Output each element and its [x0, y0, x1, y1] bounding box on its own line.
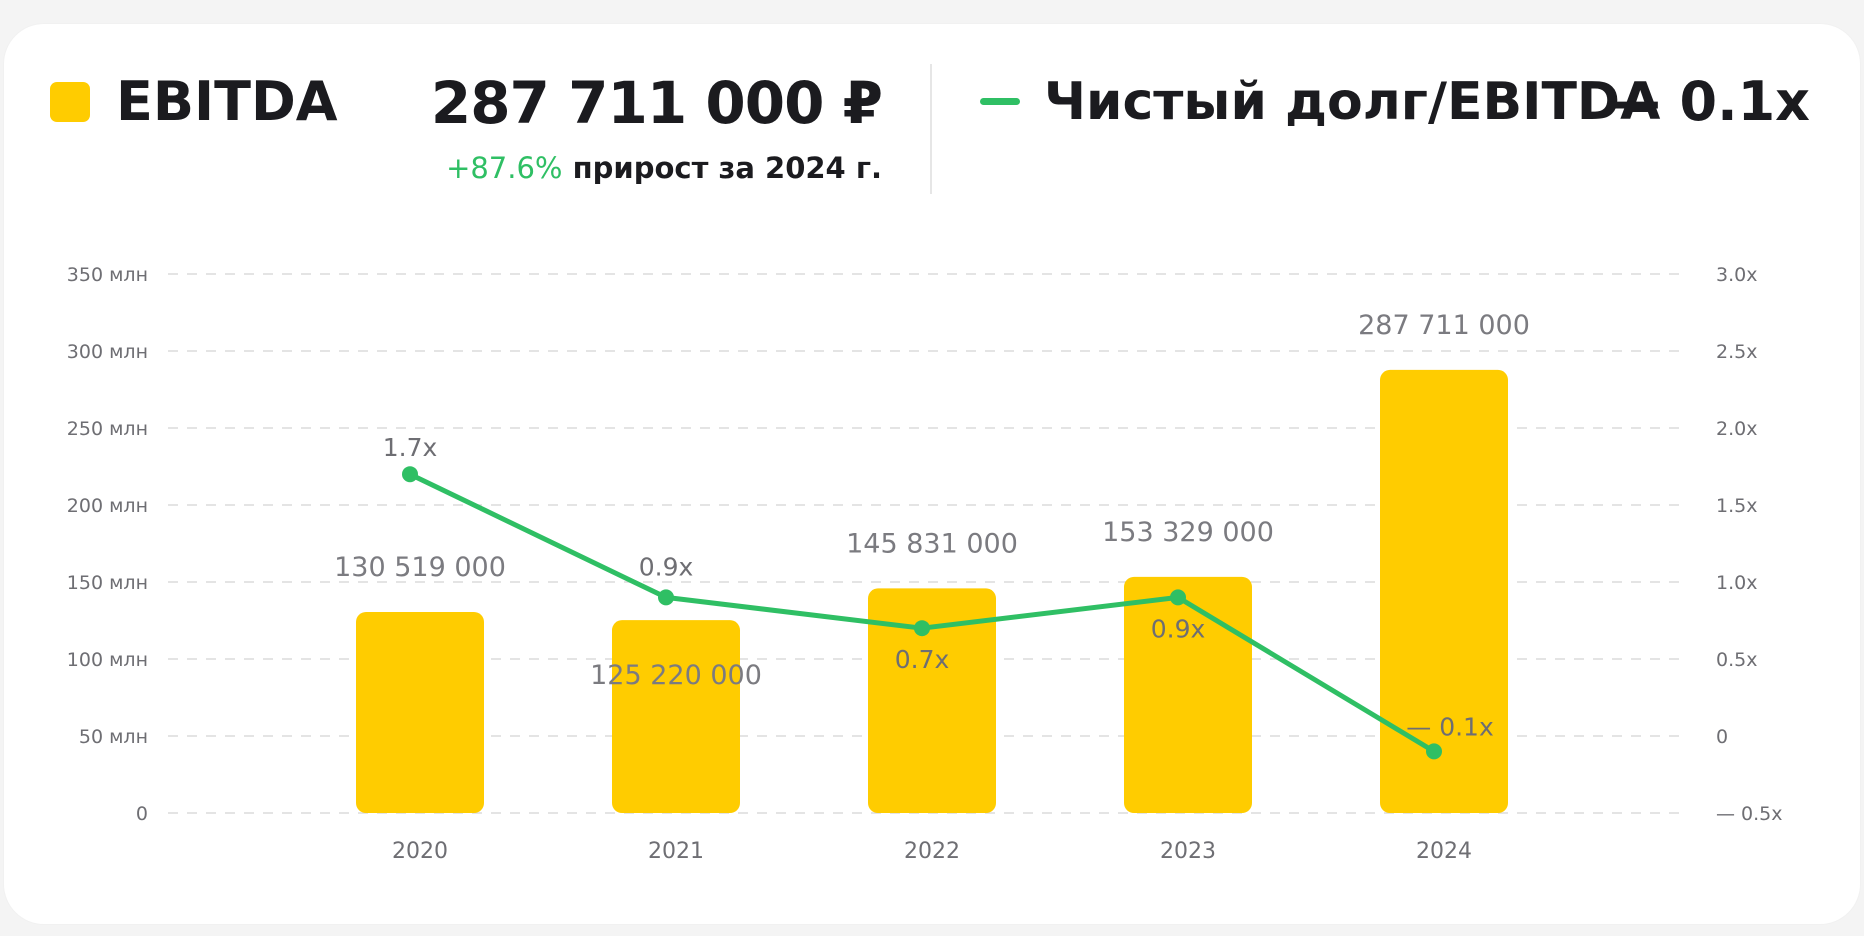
net-debt-ratio-label: 1.7x: [383, 433, 438, 462]
right-axis-ticks: — 0.5x 0 0.5x 1.0x 1.5x 2.0x 2.5x 3.0x: [1716, 264, 1783, 825]
right-axis-tick-label: 0.5x: [1716, 649, 1757, 671]
growth-caption: прирост за 2024 г.: [572, 151, 882, 185]
net-debt-point: [658, 589, 674, 606]
ebitda-bar: [1380, 369, 1508, 813]
left-axis-ticks: 0 50 млн 100 млн 150 млн 200 млн 250 млн 300 м…: [67, 264, 148, 825]
right-axis-tick-label: 0: [1716, 726, 1728, 748]
net-debt-point: [914, 620, 930, 637]
left-axis-tick-label: 350 млн: [67, 264, 148, 286]
ebitda-bar: [612, 620, 740, 813]
net-debt-point: [1170, 589, 1186, 606]
x-axis-year-label: 2023: [1160, 839, 1216, 864]
right-axis-tick-label: — 0.5x: [1716, 803, 1783, 825]
right-axis-tick-label: 1.0x: [1716, 572, 1757, 594]
net-debt-legend-line: [980, 98, 1020, 105]
left-axis-tick-label: 300 млн: [67, 341, 148, 363]
net-debt-point: [402, 466, 418, 483]
right-axis-tick-label: 2.5x: [1716, 341, 1757, 363]
ebitda-bars: [356, 369, 1508, 813]
left-axis-tick-label: 100 млн: [67, 649, 148, 671]
x-axis-year-label: 2021: [648, 839, 704, 864]
net-debt-ratio-label: 0.9x: [1151, 614, 1206, 643]
net-debt-current-value: — 0.1x: [1606, 70, 1810, 133]
left-axis-tick-label: 200 млн: [67, 495, 148, 517]
left-axis-tick-label: 250 млн: [67, 418, 148, 440]
x-axis-year-label: 2020: [392, 839, 448, 864]
right-axis-tick-label: 1.5x: [1716, 495, 1757, 517]
growth-percent: +87.6%: [446, 151, 563, 185]
left-axis-tick-label: 0: [136, 803, 148, 825]
headline-ebitda-value: 287 711 000 ₽: [430, 69, 883, 137]
ebitda-bar-value-label: 287 711 000: [1358, 310, 1530, 341]
data-labels: 130 519 000 125 220 000 145 831 000 153 329…: [334, 310, 1530, 741]
growth-summary: +87.6% прирост за 2024 г.: [446, 150, 882, 186]
ebitda-bar-value-label: 153 329 000: [1102, 517, 1274, 548]
ebitda-bar-value-label: 125 220 000: [590, 660, 762, 691]
net-debt-ratio-label: 0.7x: [895, 645, 950, 674]
x-axis-year-label: 2022: [904, 839, 960, 864]
ebitda-legend-label: EBITDA: [116, 70, 338, 133]
ebitda-bar: [868, 588, 996, 813]
right-axis-tick-label: 3.0x: [1716, 264, 1757, 286]
net-debt-ratio-label: 0.9x: [639, 552, 694, 581]
header-divider: [930, 64, 932, 194]
right-axis-tick-label: 2.0x: [1716, 418, 1757, 440]
net-debt-line: [402, 466, 1442, 760]
left-axis-tick-label: 150 млн: [67, 572, 148, 594]
ebitda-bar: [356, 612, 484, 813]
x-axis-labels: 2020 2021 2022 2023 2024: [392, 839, 1472, 864]
left-axis-tick-label: 50 млн: [79, 726, 148, 748]
ebitda-bar: [1124, 576, 1252, 813]
ebitda-bar-value-label: 145 831 000: [846, 528, 1018, 559]
ebitda-bar-value-label: 130 519 000: [334, 552, 506, 583]
net-debt-ratio-label: — 0.1x: [1406, 712, 1494, 741]
x-axis-year-label: 2024: [1416, 839, 1472, 864]
net-debt-legend-label: Чистый долг/EBITDA: [1044, 72, 1661, 132]
net-debt-point: [1426, 743, 1442, 760]
ebitda-legend-swatch: [50, 82, 90, 122]
